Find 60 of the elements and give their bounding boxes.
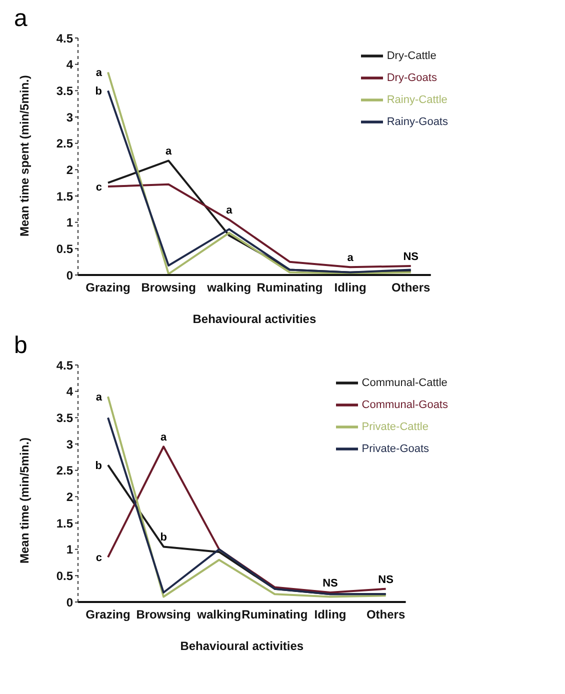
y-tick-label: 2 [66,162,74,177]
y-tick-label: 2.5 [56,136,74,151]
annotation: c [96,552,102,564]
x-tick-label: walking [196,608,242,622]
legend-label: Rainy-Goats [386,116,448,128]
annotation: b [95,86,102,98]
y-tick-label: 3 [66,437,74,452]
annotation: NS [403,251,418,264]
x-tick-label: Browsing [141,280,196,295]
x-axis-title: Behavioural activities [192,312,316,326]
x-tick-label: Grazing [86,280,130,295]
y-tick-label: 0 [66,268,74,282]
x-tick-label: Grazing [86,608,130,622]
y-tick-label: 1.5 [56,189,74,204]
annotation: a [347,252,354,264]
annotation: a [226,204,234,217]
annotation: a [96,67,103,80]
annotation: a [166,146,173,158]
y-axis-title: Mean time (min/5min.) [17,437,32,564]
annotation: a [160,432,168,444]
chart-title: b [14,332,28,359]
y-tick-label: 4.5 [56,358,74,372]
legend-label: Communal-Cattle [362,376,448,389]
y-tick-label: 1.5 [56,516,74,530]
annotation: NS [322,578,338,590]
x-tick-label: Others [366,608,406,622]
legend-label: Communal-Goats [362,398,448,411]
y-tick-label: 0 [66,595,74,610]
annotation: b [95,460,102,472]
legend-label: Dry-Goats [386,72,437,84]
y-tick-label: 3 [66,110,74,124]
legend-label: Dry-Cattle [386,50,436,62]
x-tick-label: Others [392,280,431,295]
legend-label: Private-Cattle [362,420,428,433]
x-tick-label: walking [206,280,252,295]
y-tick-label: 3.5 [56,84,74,98]
legend-label: Rainy-Cattle [386,94,448,106]
y-tick-label: 0.5 [56,568,74,583]
annotation: c [96,181,102,194]
y-tick-label: 1 [66,216,74,230]
y-tick-label: 4.5 [56,31,74,46]
x-tick-label: Ruminating [242,608,308,622]
y-tick-label: 3.5 [56,410,74,425]
y-tick-label: 0.5 [56,242,74,256]
x-tick-label: Idling [334,280,366,295]
y-tick-label: 4 [66,384,74,399]
y-tick-label: 2 [66,490,74,504]
x-tick-label: Idling [314,608,346,622]
x-axis-title: Behavioural activities [180,639,304,653]
y-tick-label: 2.5 [56,464,74,478]
x-tick-label: Ruminating [256,280,323,295]
annotation: NS [378,574,394,586]
y-tick-label: 4 [66,58,74,72]
y-axis-title: Mean time spent (min/5min.) [17,75,32,236]
chart-title: a [14,5,28,32]
legend-label: Private-Goats [362,442,430,455]
annotation: a [96,392,103,404]
x-tick-label: Browsing [136,608,191,622]
annotation: b [160,532,168,544]
y-tick-label: 1 [66,542,74,557]
